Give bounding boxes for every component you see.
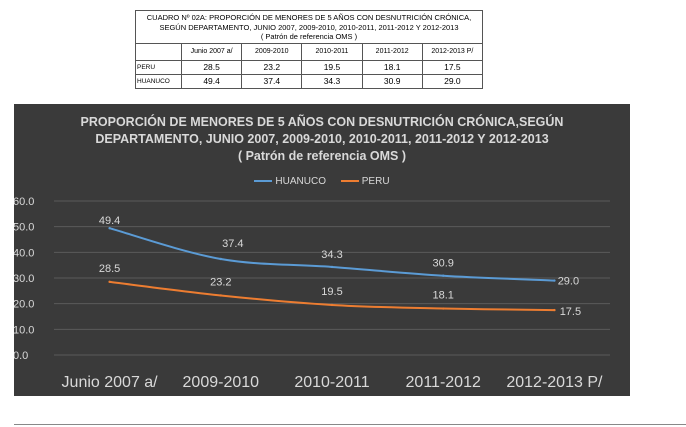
data-point-huanuco xyxy=(553,279,556,282)
table-title-line1: CUADRO Nº 02A: PROPORCIÓN DE MENORES DE … xyxy=(146,13,472,22)
table-cell: 30.9 xyxy=(361,73,423,89)
y-tick-label: 50.0 xyxy=(14,222,34,234)
chart-title-line2: DEPARTAMENTO, JUNIO 2007, 2009-2010, 201… xyxy=(95,132,549,146)
page-divider xyxy=(14,424,686,425)
x-tick-label: 2012-2013 P/ xyxy=(506,374,603,391)
table-row: PERU 28.5 23.2 19.5 18.1 17.5 xyxy=(135,59,484,75)
data-label-huanuco: 49.4 xyxy=(99,215,120,227)
data-point-huanuco xyxy=(219,257,222,261)
chart-title-line1: PROPORCIÓN DE MENORES DE 5 AÑOS CON DESN… xyxy=(80,115,564,129)
data-point-huanuco xyxy=(330,265,334,269)
table-cell: 37.4 xyxy=(241,73,303,89)
table-cell: 19.5 xyxy=(301,59,363,75)
line-chart: 0.0 10.0 20.0 30.0 40.0 50.0 60.0 Junio 2007 a/… xyxy=(14,104,630,396)
y-tick-label: 40.0 xyxy=(14,247,34,259)
data-label-huanuco: 30.9 xyxy=(432,258,453,270)
data-point-huanuco xyxy=(108,227,111,230)
data-label-peru: 18.1 xyxy=(432,290,453,302)
y-tick-label: 10.0 xyxy=(14,324,34,336)
table-cell: 17.5 xyxy=(421,59,484,75)
data-point-huanuco xyxy=(442,274,445,277)
table-header-cell: 2010-2011 xyxy=(301,42,363,61)
data-point-peru xyxy=(330,303,334,307)
table-row-label: HUANUCO xyxy=(135,73,182,89)
table-header-cell: Junio 2007 a/ xyxy=(180,42,243,61)
chart-title-line3: ( Patrón de referencia OMS ) xyxy=(237,149,407,163)
table-cell: 34.3 xyxy=(301,73,363,89)
legend-label-huanuco: HUANUCO xyxy=(275,175,326,187)
table-cell: 23.2 xyxy=(241,59,303,75)
data-point-peru xyxy=(553,308,556,312)
x-tick-label: Junio 2007 a/ xyxy=(62,374,159,391)
y-tick-label: 30.0 xyxy=(14,273,34,285)
data-point-peru xyxy=(442,307,445,310)
table-corner-cell xyxy=(135,42,182,61)
table-header-cell: 2011-2012 xyxy=(361,42,423,61)
data-table: Junio 2007 a/ 2009-2010 2010-2011 2011-2… xyxy=(135,42,484,89)
data-label-peru: 28.5 xyxy=(99,263,120,275)
x-tick-label: 2010-2011 xyxy=(294,374,369,391)
data-label-huanuco: 37.4 xyxy=(222,238,243,250)
table-cell: 18.1 xyxy=(361,59,423,75)
table-cell: 28.5 xyxy=(180,59,243,75)
table-cell: 29.0 xyxy=(421,73,484,89)
y-tick-label: 0.0 xyxy=(14,350,28,362)
table-title-line2: SEGÚN DEPARTAMENTO, JUNIO 2007, 2009-201… xyxy=(159,22,459,32)
y-tick-label: 20.0 xyxy=(14,299,34,311)
legend-swatch-peru xyxy=(340,180,359,182)
data-label-huanuco: 34.3 xyxy=(321,249,342,261)
x-tick-label: 2009-2010 xyxy=(183,374,260,391)
table-title: CUADRO Nº 02A: PROPORCIÓN DE MENORES DE … xyxy=(135,10,483,43)
y-tick-label: 60.0 xyxy=(14,196,34,208)
data-label-peru: 17.5 xyxy=(560,306,581,318)
chart-legend: HUANUCO PERU xyxy=(14,174,630,187)
legend-item-huanuco: HUANUCO xyxy=(254,176,326,187)
data-label-peru: 19.5 xyxy=(321,286,342,298)
chart-plot-area: 0.0 10.0 20.0 30.0 40.0 50.0 60.0 Junio 2007 a/… xyxy=(14,196,610,391)
x-tick-label: 2011-2012 xyxy=(406,374,481,391)
table-row-label: PERU xyxy=(135,59,182,75)
table-header-cell: 2009-2010 xyxy=(241,42,303,61)
legend-item-peru: PERU xyxy=(340,175,390,187)
legend-label-peru: PERU xyxy=(361,175,390,187)
data-label-peru: 23.2 xyxy=(210,276,231,288)
table-header-cell: 2012-2013 P/ xyxy=(421,42,484,61)
data-table-block: CUADRO Nº 02A: PROPORCIÓN DE MENORES DE … xyxy=(135,10,484,89)
table-title-line3: ( Patrón de referencia OMS ) xyxy=(260,32,358,41)
data-label-huanuco: 29.0 xyxy=(558,276,579,288)
data-point-peru xyxy=(108,280,111,284)
chart-title: PROPORCIÓN DE MENORES DE 5 AÑOS CON DESN… xyxy=(14,114,630,165)
table-cell: 49.4 xyxy=(180,73,243,89)
legend-swatch-huanuco xyxy=(254,180,273,182)
table-row: HUANUCO 49.4 37.4 34.3 30.9 29.0 xyxy=(135,73,484,89)
data-point-peru xyxy=(219,294,222,297)
